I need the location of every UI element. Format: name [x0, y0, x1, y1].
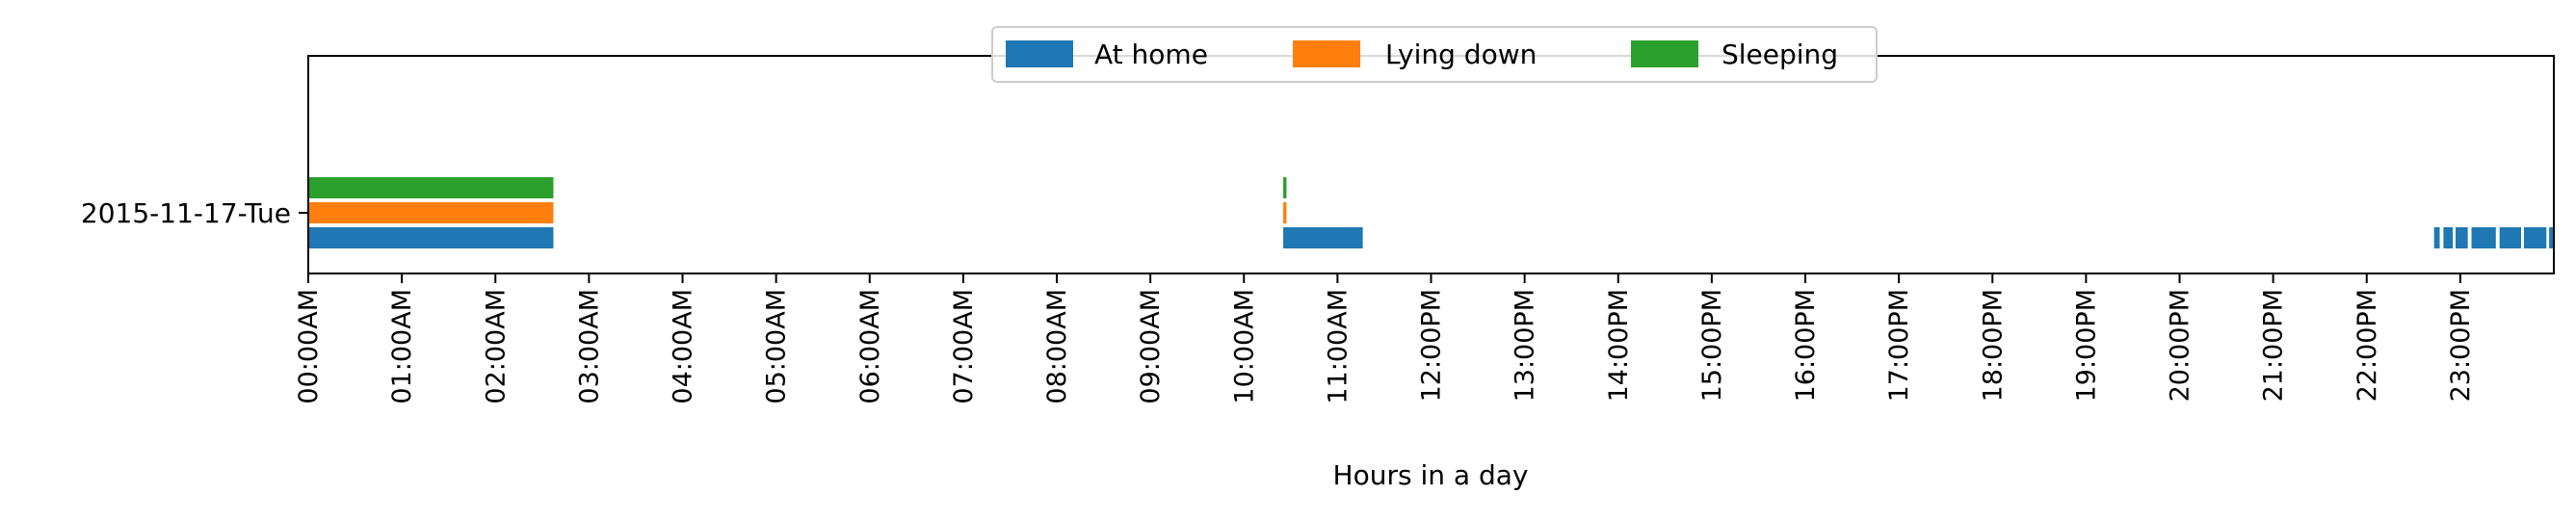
- y-tick-label: 2015-11-17-Tue: [81, 197, 291, 229]
- bar-at-home-2: [2433, 227, 2440, 248]
- bar-sleeping-1: [1283, 177, 1287, 198]
- x-tick-label: 13:00PM: [1511, 289, 1540, 402]
- x-tick-label: 02:00AM: [481, 289, 511, 404]
- bar-at-home-3: [2443, 227, 2454, 248]
- x-axis: 00:00AM 01:00AM 02:00AM 03:00AM 04:00AM 05:00…: [294, 273, 2476, 404]
- y-axis: 2015-11-17-Tue: [81, 197, 308, 229]
- bar-at-home-7: [2523, 227, 2547, 248]
- x-tick-label: 17:00PM: [1884, 289, 1914, 402]
- x-tick-label: 03:00AM: [574, 289, 604, 404]
- legend-label-at-home: At home: [1094, 39, 1208, 70]
- x-tick-label: 01:00AM: [387, 289, 417, 404]
- legend-swatch-at-home: [1006, 40, 1073, 67]
- x-tick-label: 05:00AM: [762, 289, 792, 404]
- bar-sleeping-0: [308, 177, 554, 198]
- plot-frame: [307, 55, 2555, 274]
- bar-at-home-1: [1283, 227, 1363, 248]
- x-tick-label: 23:00PM: [2446, 289, 2476, 402]
- bar-at-home-4: [2456, 227, 2468, 248]
- bar-at-home-0: [308, 227, 554, 248]
- x-tick-label: 18:00PM: [1978, 289, 2008, 402]
- x-tick-label: 09:00AM: [1136, 289, 1166, 404]
- legend-label-sleeping: Sleeping: [1722, 39, 1838, 70]
- x-tick-label: 06:00AM: [855, 289, 885, 404]
- legend: At home Lying down Sleeping: [991, 26, 1878, 83]
- x-tick-label: 07:00AM: [949, 289, 979, 404]
- x-tick-label: 20:00PM: [2166, 289, 2195, 402]
- legend-swatch-lying-down: [1293, 40, 1360, 67]
- x-tick-label: 14:00PM: [1604, 289, 1634, 402]
- bar-at-home-8: [2549, 227, 2554, 248]
- bar-lying-down-0: [308, 202, 554, 223]
- x-tick-label: 21:00PM: [2259, 289, 2289, 402]
- legend-label-lying-down: Lying down: [1385, 39, 1537, 70]
- x-tick-label: 12:00PM: [1417, 289, 1447, 402]
- x-axis-label: Hours in a day: [1333, 459, 1529, 491]
- bar-lying-down-1: [1283, 202, 1287, 223]
- x-tick-label: 16:00PM: [1791, 289, 1821, 402]
- x-tick-label: 04:00AM: [669, 289, 698, 404]
- x-tick-label: 10:00AM: [1229, 289, 1259, 404]
- legend-swatch-sleeping: [1631, 40, 1698, 67]
- x-tick-label: 08:00AM: [1042, 289, 1072, 404]
- x-tick-label: 11:00AM: [1323, 289, 1353, 404]
- bar-at-home-5: [2471, 227, 2496, 248]
- x-tick-label: 19:00PM: [2071, 289, 2101, 402]
- bars-layer: [308, 177, 2554, 248]
- bar-at-home-6: [2499, 227, 2522, 248]
- x-tick-label: 00:00AM: [294, 289, 324, 404]
- x-tick-label: 15:00PM: [1697, 289, 1727, 402]
- x-tick-label: 22:00PM: [2353, 289, 2382, 402]
